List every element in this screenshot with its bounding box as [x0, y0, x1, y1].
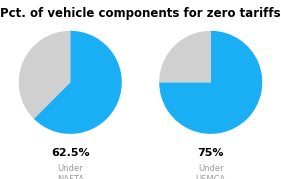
- Text: Under: Under: [57, 164, 83, 173]
- Text: 75%: 75%: [198, 148, 224, 158]
- Wedge shape: [19, 31, 70, 119]
- Wedge shape: [34, 31, 122, 134]
- Wedge shape: [159, 31, 211, 82]
- Text: Under: Under: [198, 164, 224, 173]
- Wedge shape: [159, 31, 262, 134]
- Text: NAFTA: NAFTA: [57, 175, 84, 179]
- Text: USMCA: USMCA: [196, 175, 226, 179]
- Text: 62.5%: 62.5%: [51, 148, 90, 158]
- Text: Pct. of vehicle components for zero tariffs: Pct. of vehicle components for zero tari…: [0, 7, 281, 20]
